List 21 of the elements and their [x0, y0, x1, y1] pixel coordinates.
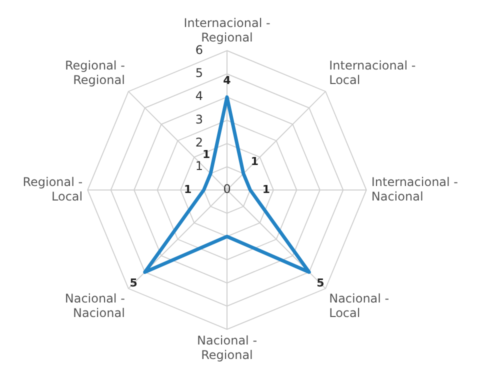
spoke-label: Regional - Local: [22, 174, 83, 204]
y-tick-label: 6: [195, 42, 203, 57]
y-tick-label: 3: [195, 112, 203, 126]
spoke-label: Regional - Regional: [64, 58, 125, 87]
spoke-label: Nacional - Local: [329, 291, 390, 320]
y-tick-label: 4: [195, 89, 203, 104]
y-tick-label: 5: [195, 66, 203, 80]
y-tick-label: 1: [195, 158, 203, 173]
y-tick-label: 2: [195, 136, 203, 150]
spoke-label: Internacional - Local: [329, 58, 416, 87]
spoke-label: Nacional - Regional: [196, 334, 258, 362]
data-label: 5: [316, 276, 324, 290]
y-tick-label: 0: [223, 182, 231, 196]
spoke-label: Nacional - Nacional: [64, 291, 125, 320]
data-label: 1: [262, 182, 270, 196]
data-label: 1: [184, 182, 192, 196]
data-label: 1: [250, 155, 259, 168]
spoke-label: Internacional - Regional: [184, 16, 270, 45]
data-label: 5: [130, 276, 138, 290]
data-label: 4: [223, 74, 232, 87]
spoke-label: Internacional - Nacional: [371, 174, 458, 204]
